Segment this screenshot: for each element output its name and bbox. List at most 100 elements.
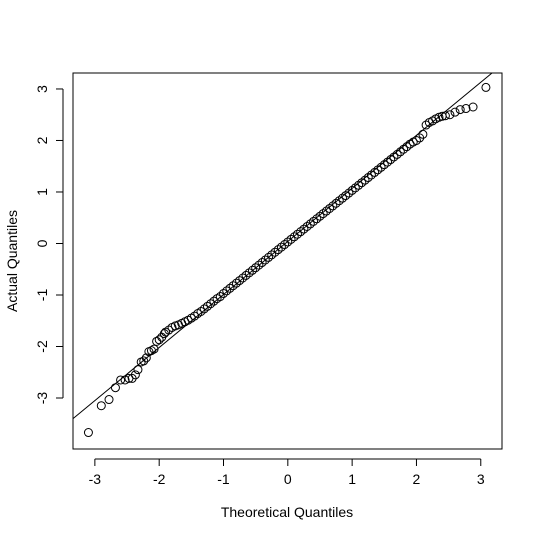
point	[206, 299, 216, 309]
point	[196, 306, 206, 316]
point	[370, 167, 380, 177]
point	[190, 311, 200, 321]
point	[481, 82, 491, 92]
point	[386, 155, 396, 165]
x-tick-label: -1	[217, 471, 230, 487]
point	[110, 383, 120, 393]
point	[357, 178, 367, 188]
y-axis-label: Actual Quantiles	[4, 210, 20, 312]
point	[337, 193, 347, 203]
point	[238, 273, 248, 283]
point	[270, 247, 280, 257]
point	[264, 252, 274, 262]
point	[366, 170, 376, 180]
point	[141, 353, 151, 363]
point	[133, 365, 143, 375]
point	[154, 335, 164, 345]
point	[383, 157, 393, 167]
point	[296, 227, 306, 237]
y-tick-label: -3	[34, 392, 50, 405]
x-tick-label: 1	[348, 471, 356, 487]
point	[299, 224, 309, 234]
point	[440, 111, 450, 121]
point	[222, 286, 232, 296]
point	[421, 120, 431, 130]
point	[96, 401, 106, 411]
point	[130, 370, 140, 380]
point	[244, 268, 254, 278]
point	[455, 105, 465, 115]
point	[83, 428, 93, 438]
y-tick-label: 2	[34, 136, 50, 144]
point	[228, 281, 238, 291]
point	[225, 283, 235, 293]
point	[325, 203, 335, 213]
point	[241, 270, 251, 280]
point	[318, 209, 328, 219]
point	[389, 152, 399, 162]
point	[149, 344, 159, 354]
point	[341, 191, 351, 201]
x-axis-label: Theoretical Quantiles	[221, 504, 353, 520]
point	[273, 245, 283, 255]
plot-frame	[72, 72, 503, 450]
point	[468, 102, 478, 112]
point	[331, 198, 341, 208]
point	[292, 229, 302, 239]
point	[283, 237, 293, 247]
point	[104, 395, 114, 405]
point	[315, 211, 325, 221]
point	[164, 325, 174, 335]
y-tick-label: 3	[34, 85, 50, 93]
point	[215, 292, 225, 302]
x-tick-label: -3	[89, 471, 102, 487]
y-tick-label: 1	[34, 188, 50, 196]
point	[267, 250, 277, 260]
x-tick-label: 3	[477, 471, 485, 487]
point	[139, 356, 149, 366]
point	[219, 288, 229, 298]
point	[305, 219, 315, 229]
point	[328, 201, 338, 211]
point	[231, 278, 241, 288]
point	[350, 183, 360, 193]
x-tick-label: 2	[413, 471, 421, 487]
point	[257, 258, 267, 268]
point	[411, 135, 421, 145]
y-tick-label: -2	[34, 340, 50, 353]
point	[395, 147, 405, 157]
point	[392, 149, 402, 159]
point	[251, 263, 261, 273]
point	[286, 234, 296, 244]
point	[254, 260, 264, 270]
point	[235, 276, 245, 286]
point	[302, 221, 312, 231]
point	[461, 104, 471, 114]
point	[276, 242, 286, 252]
point	[289, 232, 299, 242]
x-tick-label: 0	[284, 471, 292, 487]
point	[334, 196, 344, 206]
point	[209, 296, 219, 306]
point	[402, 142, 412, 152]
point	[309, 216, 319, 226]
point	[247, 265, 257, 275]
point	[199, 304, 209, 314]
point	[146, 346, 156, 356]
point	[120, 375, 130, 385]
point	[321, 206, 331, 216]
point	[280, 240, 290, 250]
point	[445, 110, 455, 120]
point	[344, 188, 354, 198]
point	[418, 129, 428, 139]
point	[202, 301, 212, 311]
point	[260, 255, 270, 265]
point	[399, 144, 409, 154]
y-tick-label: 0	[34, 239, 50, 247]
point	[116, 375, 126, 385]
y-tick-label: -1	[34, 289, 50, 302]
point	[379, 160, 389, 170]
point	[373, 165, 383, 175]
point	[360, 175, 370, 185]
